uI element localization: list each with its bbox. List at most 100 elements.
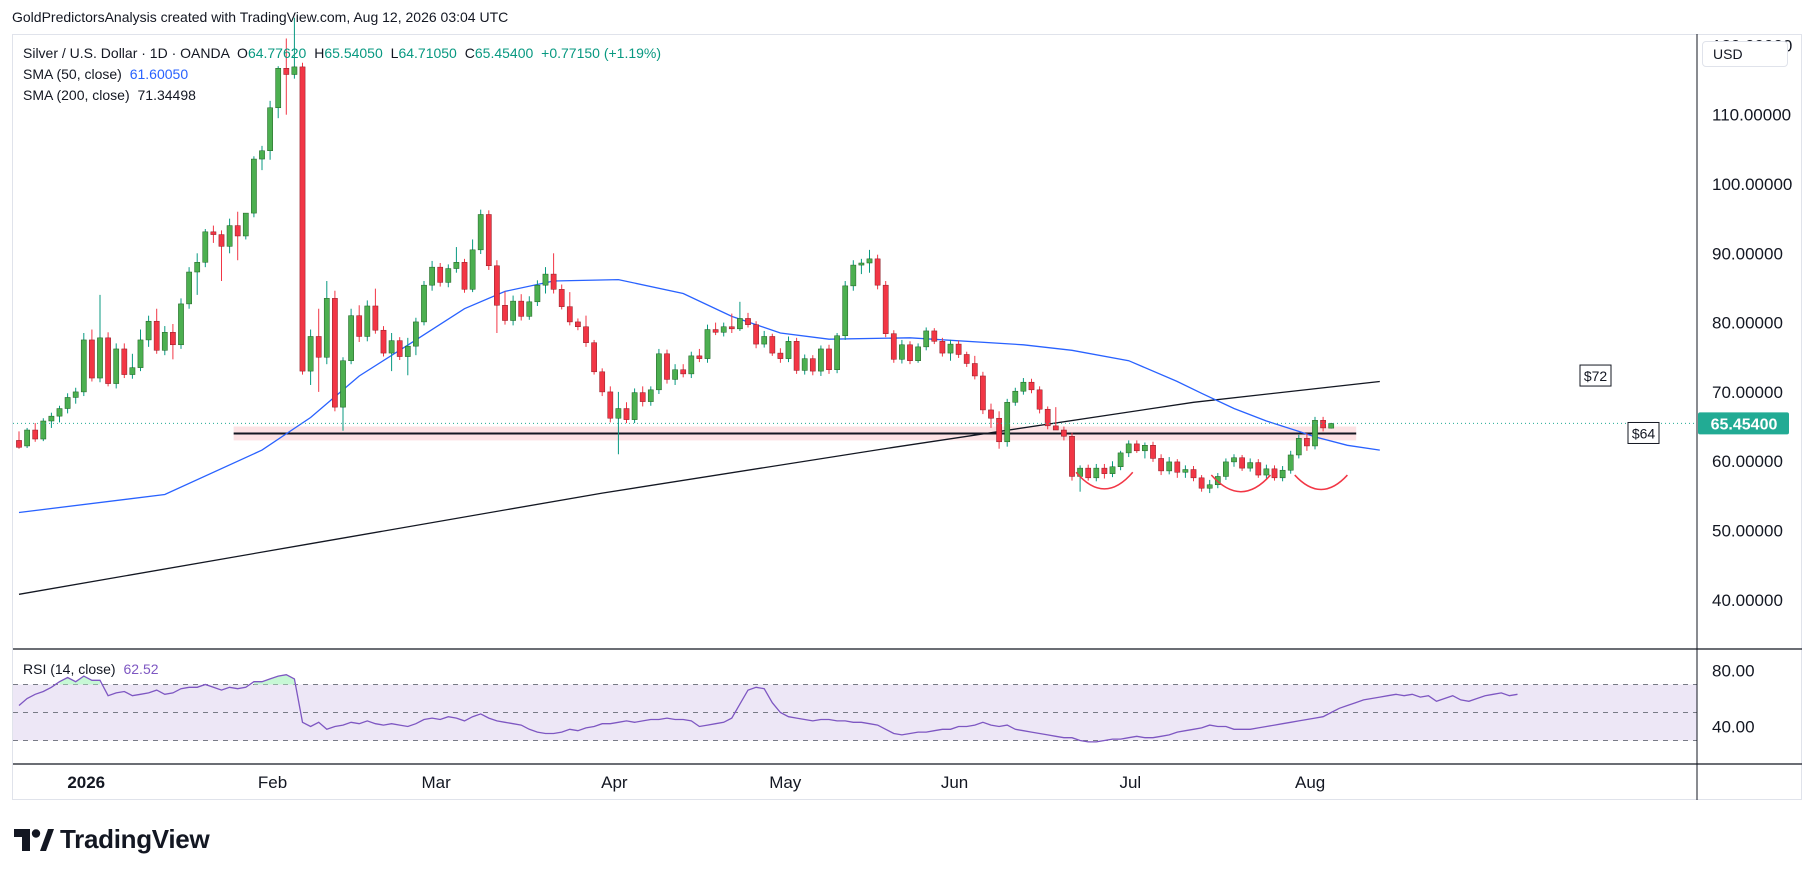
candle[interactable] <box>809 355 816 376</box>
candle[interactable] <box>1044 406 1051 430</box>
candle[interactable] <box>672 364 678 385</box>
candle[interactable] <box>396 337 403 361</box>
candle[interactable] <box>777 348 784 363</box>
candle[interactable] <box>1125 440 1132 458</box>
candle[interactable] <box>145 315 152 347</box>
candle[interactable] <box>923 327 930 351</box>
candle[interactable] <box>607 386 614 423</box>
candle[interactable] <box>113 343 120 389</box>
candle[interactable] <box>380 326 387 357</box>
candle[interactable] <box>1287 450 1294 474</box>
callout-72[interactable]: $72 <box>1579 364 1612 387</box>
candle[interactable] <box>421 281 427 326</box>
candle[interactable] <box>72 387 79 404</box>
currency-button[interactable]: USD <box>1702 41 1788 67</box>
candle[interactable] <box>259 145 265 171</box>
candle[interactable] <box>842 281 849 340</box>
candle[interactable] <box>866 249 873 273</box>
candle[interactable] <box>1190 466 1197 482</box>
candle[interactable] <box>372 288 379 334</box>
candle[interactable] <box>1052 407 1059 431</box>
candle[interactable] <box>1117 450 1124 471</box>
candle[interactable] <box>737 301 743 331</box>
candle[interactable] <box>647 386 654 406</box>
sma200-legend[interactable]: SMA (200, close) 71.34498 <box>23 87 196 103</box>
candle[interactable] <box>388 332 395 372</box>
candle[interactable] <box>210 225 217 243</box>
candle[interactable] <box>299 62 306 375</box>
candle[interactable] <box>696 348 703 363</box>
candle[interactable] <box>915 343 921 363</box>
candle[interactable] <box>728 313 735 333</box>
candle[interactable] <box>818 345 824 376</box>
candle[interactable] <box>234 211 241 261</box>
candle[interactable] <box>1133 440 1140 453</box>
candle[interactable] <box>429 260 435 291</box>
candle[interactable] <box>137 329 144 372</box>
candle[interactable] <box>1247 458 1254 472</box>
candle[interactable] <box>48 412 55 428</box>
candle[interactable] <box>170 323 176 360</box>
candle[interactable] <box>461 258 468 293</box>
candle[interactable] <box>24 427 30 449</box>
candle[interactable] <box>97 294 103 383</box>
candle[interactable] <box>1198 475 1205 492</box>
candle[interactable] <box>1028 378 1035 394</box>
candle[interactable] <box>939 337 946 357</box>
candle[interactable] <box>1312 416 1318 450</box>
candle[interactable] <box>510 295 516 326</box>
candle[interactable] <box>1182 465 1189 478</box>
candle[interactable] <box>639 386 646 407</box>
candle[interactable] <box>64 393 71 414</box>
candle[interactable] <box>494 260 500 333</box>
candle[interactable] <box>453 247 460 273</box>
candle[interactable] <box>413 317 419 356</box>
candle[interactable] <box>1223 458 1229 480</box>
candle[interactable] <box>1231 454 1237 467</box>
callout-64[interactable]: $64 <box>1627 421 1660 444</box>
candle[interactable] <box>218 230 225 282</box>
candle[interactable] <box>275 66 282 119</box>
candle[interactable] <box>1271 465 1278 481</box>
candle[interactable] <box>332 290 338 412</box>
candle[interactable] <box>550 253 557 294</box>
candle[interactable] <box>1328 422 1335 429</box>
candle[interactable] <box>1101 463 1108 479</box>
candle[interactable] <box>178 298 184 349</box>
candle[interactable] <box>1036 386 1043 414</box>
candle[interactable] <box>680 364 687 378</box>
candle[interactable] <box>534 280 541 306</box>
candle[interactable] <box>445 264 452 288</box>
candle[interactable] <box>340 357 346 431</box>
candle[interactable] <box>947 339 954 361</box>
candle[interactable] <box>874 254 881 290</box>
candle[interactable] <box>121 343 128 379</box>
candle[interactable] <box>931 328 938 345</box>
candle[interactable] <box>850 260 857 291</box>
candle[interactable] <box>1239 454 1245 471</box>
candle[interactable] <box>194 253 201 295</box>
sma50-legend[interactable]: SMA (50, close) 61.60050 <box>23 66 188 82</box>
candle[interactable] <box>153 308 160 354</box>
candle[interactable] <box>404 337 411 376</box>
candle[interactable] <box>955 340 962 358</box>
candle[interactable] <box>712 322 719 336</box>
candle[interactable] <box>283 38 290 115</box>
candle[interactable] <box>356 305 363 343</box>
candle[interactable] <box>1304 433 1310 451</box>
candle[interactable] <box>980 371 986 415</box>
candle[interactable] <box>307 329 314 385</box>
candle[interactable] <box>1174 459 1181 478</box>
symbol-label[interactable]: Silver / U.S. Dollar · 1D · OANDA <box>23 45 230 61</box>
candle[interactable] <box>267 100 273 160</box>
candle[interactable] <box>745 312 751 328</box>
candle[interactable] <box>1255 459 1262 478</box>
candle[interactable] <box>1295 434 1302 459</box>
candle[interactable] <box>323 281 330 365</box>
candle[interactable] <box>1263 464 1270 479</box>
candle[interactable] <box>664 349 670 384</box>
candle[interactable] <box>1166 457 1173 475</box>
candle[interactable] <box>526 296 533 320</box>
candle[interactable] <box>202 229 209 268</box>
